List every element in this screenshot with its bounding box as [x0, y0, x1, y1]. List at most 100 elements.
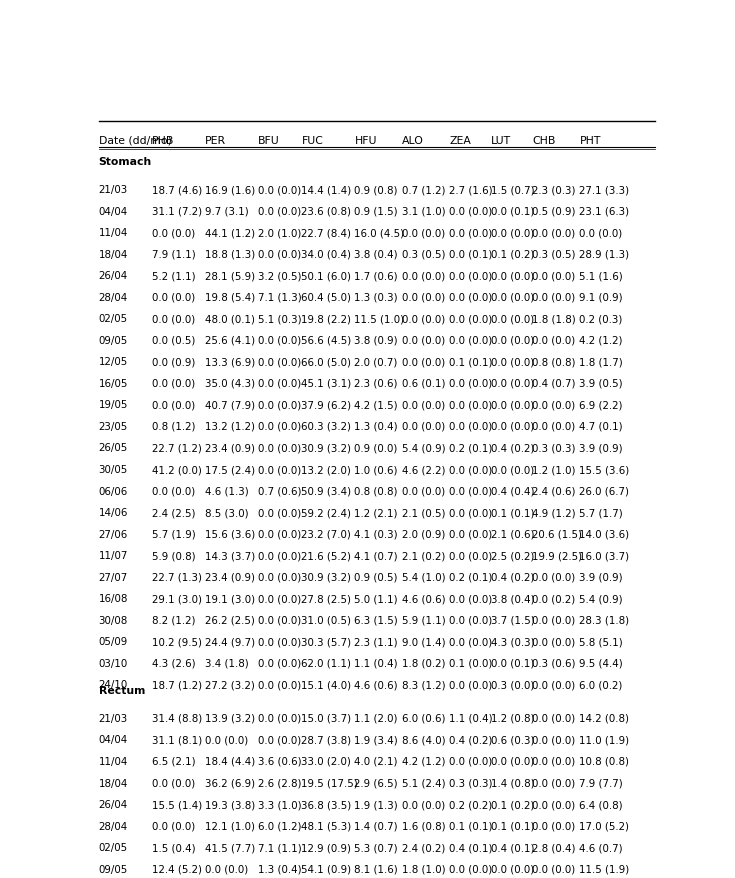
Text: 5.4 (1.0): 5.4 (1.0): [402, 572, 445, 582]
Text: 1.5 (0.4): 1.5 (0.4): [151, 842, 196, 853]
Text: 0.0 (0.0): 0.0 (0.0): [258, 735, 301, 745]
Text: 0.0 (0.0): 0.0 (0.0): [490, 314, 534, 324]
Text: 2.1 (0.2): 2.1 (0.2): [402, 551, 445, 560]
Text: 11.5 (1.0): 11.5 (1.0): [354, 314, 404, 324]
Text: 0.0 (0.0): 0.0 (0.0): [532, 292, 576, 303]
Text: 44.1 (1.2): 44.1 (1.2): [204, 228, 255, 238]
Text: 22.7 (8.4): 22.7 (8.4): [301, 228, 351, 238]
Text: 4.3 (0.3): 4.3 (0.3): [490, 637, 534, 646]
Text: 15.6 (3.6): 15.6 (3.6): [204, 529, 255, 539]
Text: 0.0 (0.1): 0.0 (0.1): [490, 206, 534, 217]
Text: 1.8 (1.0): 1.8 (1.0): [402, 864, 445, 874]
Text: 62.0 (1.1): 62.0 (1.1): [301, 658, 351, 668]
Text: 0.0 (0.0): 0.0 (0.0): [151, 821, 195, 831]
Text: 1.8 (0.2): 1.8 (0.2): [402, 658, 445, 668]
Text: 30/05: 30/05: [98, 464, 128, 474]
Text: 23.4 (0.9): 23.4 (0.9): [204, 572, 254, 582]
Text: 0.0 (0.0): 0.0 (0.0): [490, 228, 534, 238]
Text: 26/04: 26/04: [98, 799, 128, 810]
Text: 3.9 (0.5): 3.9 (0.5): [579, 378, 623, 388]
Text: 31.1 (7.2): 31.1 (7.2): [151, 206, 202, 217]
Text: 36.8 (3.5): 36.8 (3.5): [301, 799, 352, 810]
Text: 1.2 (0.8): 1.2 (0.8): [490, 713, 534, 723]
Text: ALO: ALO: [402, 136, 423, 146]
Text: 0.0 (0.0): 0.0 (0.0): [449, 292, 492, 303]
Text: 21/03: 21/03: [98, 713, 128, 723]
Text: 0.0 (0.0): 0.0 (0.0): [532, 778, 576, 788]
Text: 28/04: 28/04: [98, 821, 128, 831]
Text: 28.9 (1.3): 28.9 (1.3): [579, 249, 630, 260]
Text: 59.2 (2.4): 59.2 (2.4): [301, 507, 351, 517]
Text: 28.7 (3.8): 28.7 (3.8): [301, 735, 351, 745]
Text: 23/05: 23/05: [98, 421, 128, 431]
Text: 0.0 (0.0): 0.0 (0.0): [258, 658, 301, 668]
Text: 1.1 (0.4): 1.1 (0.4): [449, 713, 492, 723]
Text: 5.4 (0.9): 5.4 (0.9): [579, 594, 623, 603]
Text: 15.0 (3.7): 15.0 (3.7): [301, 713, 351, 723]
Text: 2.4 (0.2): 2.4 (0.2): [402, 842, 445, 853]
Text: 2.0 (0.7): 2.0 (0.7): [354, 357, 398, 367]
Text: 0.0 (0.0): 0.0 (0.0): [258, 206, 301, 217]
Text: 2.7 (1.6): 2.7 (1.6): [449, 185, 492, 195]
Text: 9.0 (1.4): 9.0 (1.4): [402, 637, 445, 646]
Text: 0.0 (0.0): 0.0 (0.0): [532, 821, 576, 831]
Text: 0.0 (0.0): 0.0 (0.0): [204, 864, 248, 874]
Text: 04/04: 04/04: [98, 735, 128, 745]
Text: 0.0 (0.0): 0.0 (0.0): [402, 292, 445, 303]
Text: 0.0 (0.0): 0.0 (0.0): [532, 637, 576, 646]
Text: 0.0 (0.0): 0.0 (0.0): [490, 400, 534, 410]
Text: 11/07: 11/07: [98, 551, 128, 560]
Text: 60.3 (3.2): 60.3 (3.2): [301, 421, 351, 431]
Text: 0.0 (0.0): 0.0 (0.0): [449, 756, 492, 766]
Text: 3.8 (0.9): 3.8 (0.9): [354, 335, 398, 345]
Text: 5.0 (1.1): 5.0 (1.1): [354, 594, 398, 603]
Text: 0.1 (0.1): 0.1 (0.1): [490, 821, 534, 831]
Text: 6.0 (0.6): 6.0 (0.6): [402, 713, 445, 723]
Text: 13.2 (1.2): 13.2 (1.2): [204, 421, 254, 431]
Text: 0.0 (0.0): 0.0 (0.0): [151, 292, 195, 303]
Text: 12/05: 12/05: [98, 357, 128, 367]
Text: 19.8 (2.2): 19.8 (2.2): [301, 314, 351, 324]
Text: 1.7 (0.6): 1.7 (0.6): [354, 271, 398, 281]
Text: 2.1 (0.6): 2.1 (0.6): [490, 529, 534, 539]
Text: 0.0 (0.0): 0.0 (0.0): [532, 271, 576, 281]
Text: 0.0 (0.0): 0.0 (0.0): [449, 421, 492, 431]
Text: 1.8 (1.8): 1.8 (1.8): [532, 314, 576, 324]
Text: 02/05: 02/05: [98, 842, 128, 853]
Text: 0.0 (0.0): 0.0 (0.0): [532, 228, 576, 238]
Text: 2.8 (0.4): 2.8 (0.4): [532, 842, 576, 853]
Text: 2.3 (0.3): 2.3 (0.3): [532, 185, 576, 195]
Text: 19.8 (5.4): 19.8 (5.4): [204, 292, 255, 303]
Text: 0.6 (0.1): 0.6 (0.1): [402, 378, 445, 388]
Text: 12.9 (0.9): 12.9 (0.9): [301, 842, 351, 853]
Text: 1.6 (0.8): 1.6 (0.8): [402, 821, 445, 831]
Text: 2.4 (2.5): 2.4 (2.5): [151, 507, 196, 517]
Text: 35.0 (4.3): 35.0 (4.3): [204, 378, 255, 388]
Text: 4.1 (0.3): 4.1 (0.3): [354, 529, 398, 539]
Text: 3.1 (1.0): 3.1 (1.0): [402, 206, 445, 217]
Text: 0.0 (0.0): 0.0 (0.0): [490, 864, 534, 874]
Text: 04/04: 04/04: [98, 206, 128, 217]
Text: 4.3 (2.6): 4.3 (2.6): [151, 658, 196, 668]
Text: 18.4 (4.4): 18.4 (4.4): [204, 756, 255, 766]
Text: 0.0 (0.0): 0.0 (0.0): [532, 799, 576, 810]
Text: 3.4 (1.8): 3.4 (1.8): [204, 658, 248, 668]
Text: 50.1 (6.0): 50.1 (6.0): [301, 271, 351, 281]
Text: 1.1 (0.4): 1.1 (0.4): [354, 658, 398, 668]
Text: 0.0 (0.0): 0.0 (0.0): [449, 551, 492, 560]
Text: 0.1 (0.1): 0.1 (0.1): [449, 821, 492, 831]
Text: 0.0 (0.0): 0.0 (0.0): [490, 357, 534, 367]
Text: 6.9 (2.2): 6.9 (2.2): [579, 400, 623, 410]
Text: 15.5 (3.6): 15.5 (3.6): [579, 464, 630, 474]
Text: 4.7 (0.1): 4.7 (0.1): [579, 421, 623, 431]
Text: 30/08: 30/08: [98, 615, 128, 625]
Text: 0.3 (0.3): 0.3 (0.3): [532, 443, 576, 453]
Text: 0.9 (0.8): 0.9 (0.8): [354, 185, 398, 195]
Text: 0.0 (0.0): 0.0 (0.0): [490, 292, 534, 303]
Text: 4.9 (1.2): 4.9 (1.2): [532, 507, 576, 517]
Text: FUC: FUC: [301, 136, 323, 146]
Text: 4.0 (2.1): 4.0 (2.1): [354, 756, 398, 766]
Text: 0.0 (0.0): 0.0 (0.0): [449, 529, 492, 539]
Text: 6.4 (0.8): 6.4 (0.8): [579, 799, 623, 810]
Text: 18/04: 18/04: [98, 778, 128, 788]
